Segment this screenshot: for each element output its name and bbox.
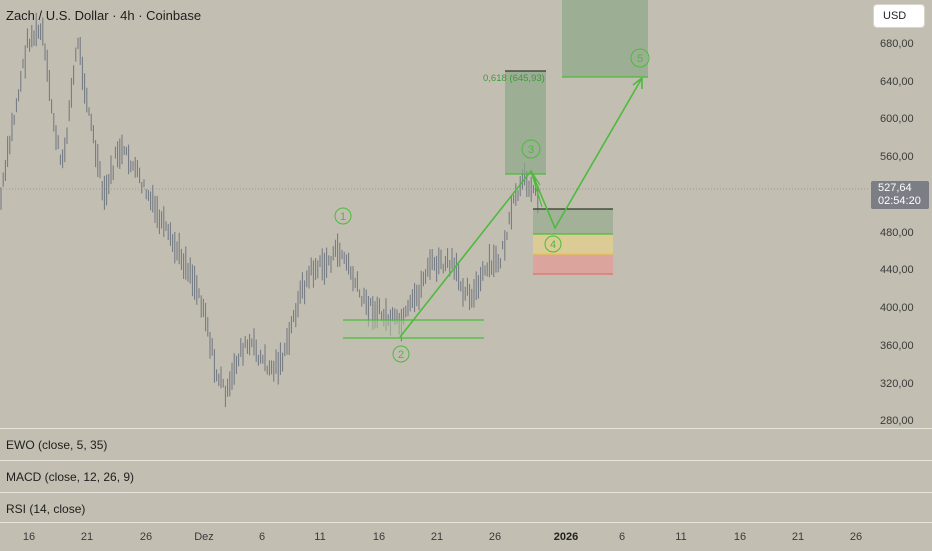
wave-4-zone <box>533 208 613 275</box>
fib-label: 0,618 (645,93) <box>483 73 545 84</box>
price-tick: 440,00 <box>880 264 914 276</box>
time-tick: 6 <box>618 531 626 543</box>
svg-text:3: 3 <box>528 144 534 156</box>
wave-3-target-box <box>505 70 546 175</box>
currency-button[interactable]: USD <box>873 4 925 28</box>
price-axis[interactable]: 680,00 640,00 600,00 560,00 480,00 440,0… <box>868 0 932 427</box>
svg-text:4: 4 <box>550 239 556 251</box>
time-tick: 16 <box>22 531 36 543</box>
wave-5-label: 5 <box>630 48 650 68</box>
wave-4-label: 4 <box>544 235 562 253</box>
time-tick: 21 <box>80 531 94 543</box>
time-tick: 16 <box>372 531 386 543</box>
svg-text:5: 5 <box>637 53 643 65</box>
time-tick: 16 <box>733 531 747 543</box>
symbol-title[interactable]: Zach / U.S. Dollar · 4h · Coinbase <box>6 8 202 23</box>
indicator-pane-rsi[interactable]: RSI (14, close) <box>0 492 932 522</box>
time-tick: 21 <box>430 531 444 543</box>
current-price: 527,64 <box>878 182 912 194</box>
price-tick: 600,00 <box>880 113 914 125</box>
time-tick-year: 2026 <box>553 531 579 543</box>
time-tick: 6 <box>258 531 266 543</box>
indicator-label-rsi[interactable]: RSI (14, close) <box>6 502 86 516</box>
price-tick: 480,00 <box>880 227 914 239</box>
time-tick: 21 <box>791 531 805 543</box>
elliott-wave-path <box>399 77 643 338</box>
time-tick: Dez <box>194 531 214 543</box>
candlestick-series <box>0 12 539 408</box>
bar-countdown: 02:54:20 <box>878 195 921 207</box>
indicator-label-ewo[interactable]: EWO (close, 5, 35) <box>6 438 108 452</box>
time-tick: 26 <box>849 531 863 543</box>
price-tick: 360,00 <box>880 340 914 352</box>
price-tick: 560,00 <box>880 151 914 163</box>
indicator-pane-ewo[interactable]: EWO (close, 5, 35) <box>0 428 932 458</box>
price-tick: 680,00 <box>880 38 914 50</box>
price-tick: 640,00 <box>880 76 914 88</box>
indicator-label-macd[interactable]: MACD (close, 12, 26, 9) <box>6 470 135 484</box>
wave-2-label: 2 <box>392 345 410 363</box>
time-tick: 11 <box>675 531 687 543</box>
time-tick: 26 <box>488 531 502 543</box>
wave-arrow-head-icon <box>632 77 643 89</box>
price-tick: 280,00 <box>880 415 914 427</box>
svg-text:1: 1 <box>340 211 346 223</box>
price-tick: 400,00 <box>880 302 914 314</box>
indicator-pane-macd[interactable]: MACD (close, 12, 26, 9) <box>0 460 932 490</box>
time-axis[interactable]: 16 21 26 Dez 6 11 16 21 26 2026 6 11 16 … <box>0 522 932 551</box>
price-tick: 320,00 <box>880 378 914 390</box>
wave-1-label: 1 <box>334 207 352 225</box>
current-price-tag: 527,64 02:54:20 <box>871 181 929 209</box>
time-tick: 11 <box>314 531 326 543</box>
wave-2-support-zone <box>343 319 484 339</box>
time-tick: 26 <box>139 531 153 543</box>
svg-text:2: 2 <box>398 349 404 361</box>
wave-3-label: 3 <box>521 139 541 159</box>
